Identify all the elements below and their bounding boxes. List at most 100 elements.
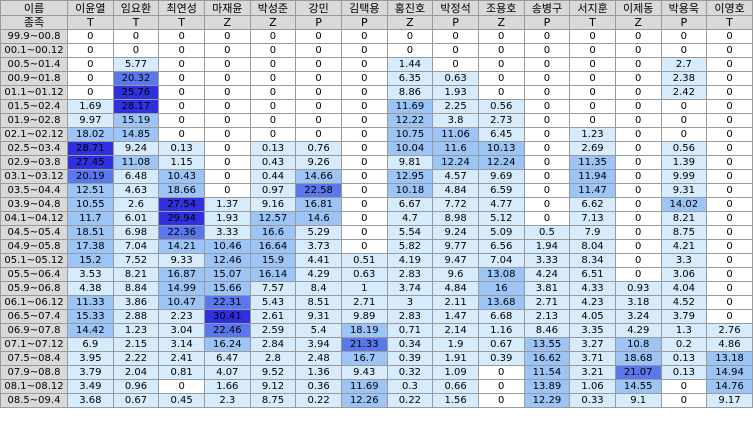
score-cell: 18.19 <box>340 323 388 338</box>
score-cell: 0 <box>386 43 434 58</box>
score-cell: 2.41 <box>158 351 205 366</box>
score-cell: 0.22 <box>295 393 342 408</box>
score-cell: 16.64 <box>249 239 297 254</box>
score-cell: 6.45 <box>477 127 525 142</box>
score-cell: 0 <box>523 155 571 170</box>
score-cell: 2.71 <box>523 295 571 310</box>
period-label: 07.9~08.8 <box>0 365 68 380</box>
score-cell: 0 <box>249 127 297 142</box>
score-cell: 22.46 <box>203 323 251 338</box>
score-cell: 0 <box>706 309 753 324</box>
score-cell: 0 <box>477 365 525 380</box>
score-cell: 0 <box>340 99 388 114</box>
score-cell: 27.45 <box>67 155 114 170</box>
score-cell: 0.13 <box>249 141 297 156</box>
score-cell: 0.76 <box>295 141 342 156</box>
score-cell: 9.69 <box>477 169 525 184</box>
score-cell: 0.67 <box>112 393 160 408</box>
score-cell: 0 <box>569 85 616 100</box>
score-cell: 0 <box>660 43 708 58</box>
score-cell: 12.95 <box>386 169 434 184</box>
score-cell: 1.23 <box>112 323 160 338</box>
score-cell: 4.52 <box>660 295 708 310</box>
score-cell: 13.18 <box>706 351 753 366</box>
score-cell: 1.44 <box>386 57 434 72</box>
table-row: 07.9~08.8 3.79 2.04 0.81 4.07 9.52 1.36 9.43 0.3… <box>0 365 753 380</box>
score-cell: 5.09 <box>477 225 525 240</box>
score-cell: 11.54 <box>523 365 571 380</box>
score-cell: 0.56 <box>477 99 525 114</box>
score-cell: 0 <box>340 225 388 240</box>
score-cell: 0 <box>523 127 571 142</box>
score-cell: 16.62 <box>523 351 571 366</box>
score-cell: 0 <box>614 127 662 142</box>
score-cell: 0 <box>432 43 479 58</box>
score-cell: 0.81 <box>158 365 205 380</box>
score-cell: 11.94 <box>569 169 616 184</box>
score-cell: 0 <box>112 29 160 44</box>
score-cell: 1.94 <box>523 239 571 254</box>
score-cell: 0 <box>340 141 388 156</box>
score-cell: 0 <box>614 225 662 240</box>
score-cell: 0 <box>614 169 662 184</box>
score-cell: 7.13 <box>569 211 616 226</box>
period-label: 03.9~04.8 <box>0 197 68 212</box>
score-cell: 10.55 <box>67 197 114 212</box>
score-cell: 2.59 <box>249 323 297 338</box>
score-cell: 0 <box>158 379 205 394</box>
score-cell: 0 <box>706 127 753 142</box>
period-label: 05.9~06.8 <box>0 281 68 296</box>
score-cell: 14.76 <box>706 379 753 394</box>
period-label: 07.5~08.4 <box>0 351 68 366</box>
score-cell: 9.1 <box>614 393 662 408</box>
score-cell: 0 <box>295 99 342 114</box>
score-cell: 5.43 <box>249 295 297 310</box>
score-cell: 15.66 <box>203 281 251 296</box>
period-label: 01.1~01.12 <box>0 85 68 100</box>
period-label: 04.1~04.12 <box>0 211 68 226</box>
score-cell: 0 <box>158 99 205 114</box>
score-cell: 5.29 <box>295 225 342 240</box>
period-label: 04.9~05.8 <box>0 239 68 254</box>
score-cell: 6.47 <box>203 351 251 366</box>
score-cell: 0 <box>158 43 205 58</box>
score-cell: 3.33 <box>203 225 251 240</box>
score-cell: 14.99 <box>158 281 205 296</box>
score-cell: 6.51 <box>569 267 616 282</box>
table-row: 05.5~06.4 3.53 8.21 16.87 15.07 16.14 4.29 0.63… <box>0 267 753 282</box>
player-race-header: Z <box>614 15 662 30</box>
score-cell: 15.9 <box>249 253 297 268</box>
score-cell: 0 <box>295 71 342 86</box>
score-cell: 7.57 <box>249 281 297 296</box>
score-cell: 3.14 <box>158 337 205 352</box>
player-race-header: Z <box>386 15 434 30</box>
score-cell: 6.01 <box>112 211 160 226</box>
score-cell: 8.75 <box>660 225 708 240</box>
score-cell: 0 <box>523 29 571 44</box>
score-cell: 20.32 <box>112 71 160 86</box>
score-cell: 13.55 <box>523 337 571 352</box>
score-cell: 0 <box>249 43 297 58</box>
table-row: 04.5~05.4 18.51 6.98 22.36 3.33 16.6 5.29 0 5.54… <box>0 225 753 240</box>
score-cell: 0 <box>706 197 753 212</box>
score-cell: 0 <box>203 57 251 72</box>
score-cell: 0 <box>706 29 753 44</box>
score-cell: 1.06 <box>569 379 616 394</box>
score-cell: 0 <box>706 57 753 72</box>
player-race-header: P <box>432 15 479 30</box>
period-label: 00.1~00.12 <box>0 43 68 58</box>
player-name-header: 이제동 <box>614 0 662 16</box>
player-name-header: 조용호 <box>477 0 525 16</box>
score-cell: 0 <box>340 183 388 198</box>
score-cell: 1.93 <box>432 85 479 100</box>
score-cell: 0 <box>203 29 251 44</box>
score-cell: 0 <box>523 43 571 58</box>
score-cell: 0 <box>569 71 616 86</box>
player-race-header: T <box>112 15 160 30</box>
score-cell: 0 <box>203 71 251 86</box>
score-cell: 9.77 <box>432 239 479 254</box>
score-cell: 2.6 <box>112 197 160 212</box>
score-cell: 0 <box>67 29 114 44</box>
score-cell: 22.36 <box>158 225 205 240</box>
